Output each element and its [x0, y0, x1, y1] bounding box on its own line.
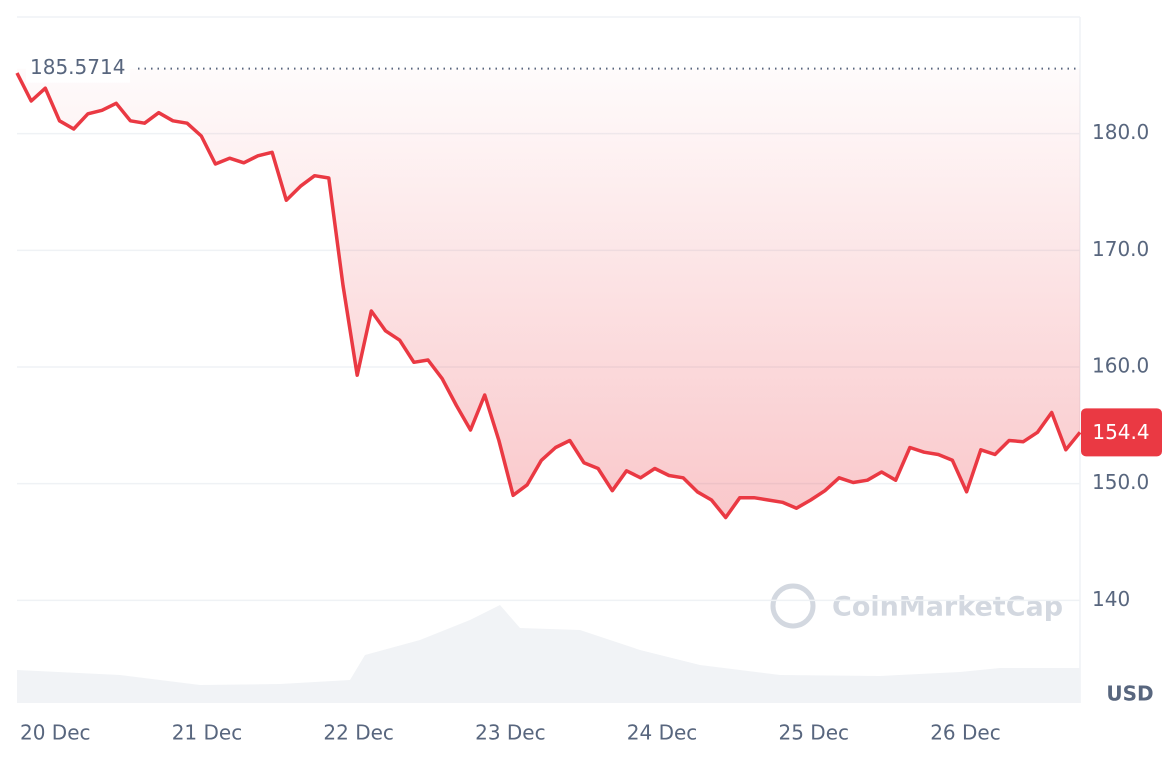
- y-tick-label: 180.0: [1092, 120, 1149, 144]
- x-tick-label: 23 Dec: [475, 721, 546, 745]
- watermark-text: CoinMarketCap: [832, 592, 1063, 623]
- x-tick-label: 26 Dec: [930, 721, 1001, 745]
- x-tick-label: 22 Dec: [323, 721, 394, 745]
- volume-backdrop: [17, 605, 1080, 703]
- y-tick-label: 160.0: [1092, 354, 1149, 378]
- x-tick-label: 25 Dec: [779, 721, 850, 745]
- price-area: [17, 68, 1080, 518]
- x-tick-label: 21 Dec: [172, 721, 243, 745]
- current-price-label: 154.4: [1092, 420, 1149, 444]
- unit-label: USD: [1106, 682, 1153, 706]
- current-price-badge: [1081, 408, 1162, 457]
- y-tick-label: 140: [1092, 587, 1130, 611]
- y-tick-label: 170.0: [1092, 237, 1149, 261]
- price-line: [15, 72, 1082, 520]
- y-tick-label: 150.0: [1092, 470, 1149, 494]
- x-tick-label: 24 Dec: [627, 721, 698, 745]
- x-tick-label: 20 Dec: [20, 721, 91, 745]
- reference-label: 185.5714: [30, 55, 125, 79]
- watermark: CoinMarketCap: [770, 583, 1063, 629]
- reference-label-bg: [26, 54, 130, 83]
- watermark-logo: [770, 583, 816, 629]
